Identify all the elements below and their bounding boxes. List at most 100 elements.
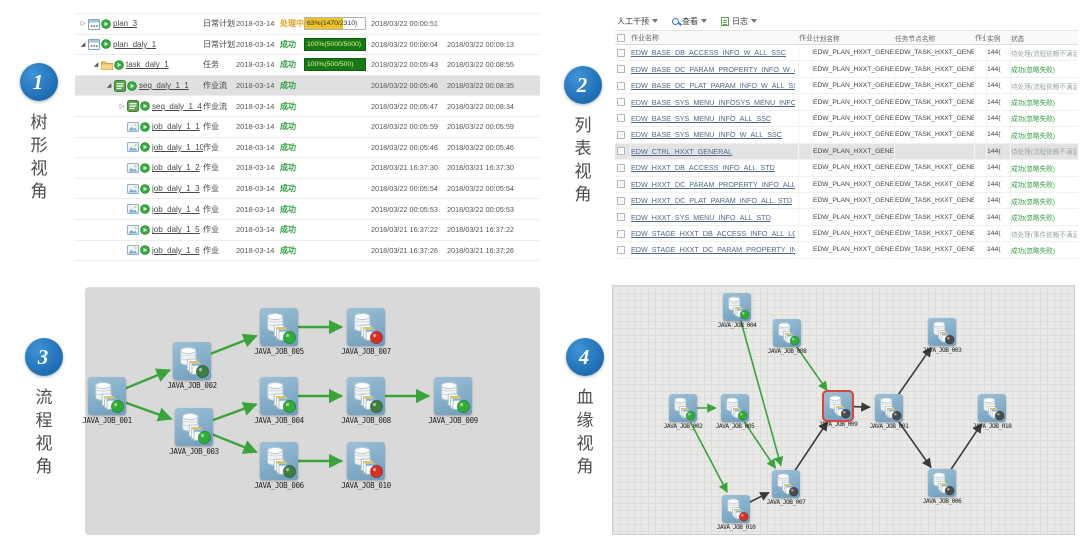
job-node-icon[interactable] <box>875 394 903 422</box>
tree-node-link[interactable]: task_daly_1 <box>126 60 169 70</box>
graph-node[interactable]: JAVA_JOB_009 <box>803 390 873 428</box>
tree-node-link[interactable]: job_daly_1_1 <box>152 122 200 132</box>
row-checkbox[interactable] <box>617 213 625 222</box>
graph-node[interactable]: JAVA_JOB_009 <box>418 377 488 425</box>
graph-node[interactable]: JAVA_JOB_008 <box>331 377 401 425</box>
tree-row[interactable]: job_daly_1_1 作业 2018-03-14 成功 2018/03/22 00:… <box>75 117 540 138</box>
toolbar-button-intervene[interactable]: 人工干预 <box>617 16 658 27</box>
table-row[interactable]: EDW_BASE_DC_PLAT_PARAM_INFO_W_ALL_SSC EDW… <box>615 77 1078 95</box>
table-row[interactable]: EDW_BASE_SYS_MENU_INFOSYS_MENU_INFO_ALL_… <box>615 94 1078 111</box>
expander-icon[interactable]: ▷ <box>119 103 125 110</box>
tree-row[interactable]: job_daly_1_4 作业 2018-03-14 成功 2018/03/22 00:… <box>75 199 540 220</box>
tree-row[interactable]: job_daly_1_2 作业 2018-03-14 成功 2018/03/21 16:… <box>75 158 540 179</box>
job-node-icon[interactable] <box>175 408 213 446</box>
job-name-link[interactable]: EDW_HXXT_SYS_MENU_INFO_ALL_STD <box>631 212 771 222</box>
table-row[interactable]: EDW_HXXT_DC_PLAT_PARAM_INFO_ALL_STD EDW_P… <box>615 192 1078 210</box>
job-node-icon[interactable] <box>260 442 298 480</box>
job-node-icon[interactable] <box>88 377 126 415</box>
table-row[interactable]: EDW_CTRL_HXXT_GENERAL EDW_PLAN_HXXT_GENER… <box>615 143 1078 161</box>
tree-node-link[interactable]: job_daly_1_5 <box>152 225 200 235</box>
graph-node[interactable]: JAVA_JOB_005 <box>244 308 314 356</box>
graph-node[interactable]: JAVA_JOB_002 <box>648 394 718 430</box>
tree-node-link[interactable]: plan_daly_1 <box>113 39 157 49</box>
tree-row[interactable]: ▷ seq_daly_1_4 作业流 2018-03-14 成功 2018/03/22 0… <box>75 96 540 117</box>
job-node-icon[interactable] <box>347 442 385 480</box>
job-node-icon[interactable] <box>772 470 800 498</box>
row-checkbox[interactable] <box>617 65 625 74</box>
expander-icon[interactable]: ◢ <box>106 83 112 90</box>
select-all-checkbox[interactable] <box>617 33 625 42</box>
graph-node[interactable]: JAVA_JOB_007 <box>331 308 401 356</box>
graph-node[interactable]: JAVA_JOB_006 <box>907 469 977 505</box>
graph-node[interactable]: JAVA_JOB_004 <box>244 377 314 425</box>
graph-node[interactable]: JAVA_JOB_001 <box>72 377 142 425</box>
graph-node[interactable]: JAVA_JOB_008 <box>752 319 822 355</box>
job-name-link[interactable]: EDW_HXXT_DC_PLAT_PARAM_INFO_ALL_STD <box>631 196 793 206</box>
expander-icon[interactable]: ◢ <box>80 41 86 48</box>
job-name-link[interactable]: EDW_BASE_SYS_MENU_INFO_ALL_SSC <box>631 113 772 123</box>
table-row[interactable]: EDW_STAGE_HXXT_DB_ACCESS_INFO_ALL_LOAD ED… <box>615 225 1078 243</box>
tree-row[interactable]: ◢ seq_daly_1_1 作业流 2018-03-14 成功 2018/03/22 0… <box>75 75 540 97</box>
tree-node-link[interactable]: job_daly_1_6 <box>152 245 200 255</box>
table-row[interactable]: EDW_BASE_DC_PARAM_PROPERTY_INFO_W_ALL_SS… <box>615 61 1078 78</box>
row-checkbox[interactable] <box>617 229 625 238</box>
toolbar-button-log[interactable]: 日志 <box>721 16 757 27</box>
job-node-icon[interactable] <box>773 319 801 347</box>
graph-node[interactable]: JAVA_JOB_004 <box>702 293 772 329</box>
job-node-icon[interactable] <box>434 377 472 415</box>
graph-node[interactable]: JAVA_JOB_002 <box>157 342 227 390</box>
job-name-link[interactable]: EDW_STAGE_HXXT_DB_ACCESS_INFO_ALL_LOAD <box>631 229 795 239</box>
job-name-link[interactable]: EDW_BASE_DB_ACCESS_INFO_W_ALL_SSC <box>631 48 786 58</box>
toolbar-button-view[interactable]: 查看 <box>672 16 707 27</box>
tree-row[interactable]: ◢ plan_daly_1 日常计划 2018-03-14 成功 100%(5000/50… <box>75 35 540 56</box>
graph-node[interactable]: JAVA_JOB_001 <box>854 394 924 430</box>
row-checkbox[interactable] <box>617 130 625 139</box>
table-row[interactable]: EDW_HXXT_DC_PARAM_PROPERTY_INFO_ALL_STD E… <box>615 176 1078 193</box>
graph-node[interactable]: JAVA_JOB_018 <box>957 394 1027 430</box>
job-node-icon[interactable] <box>722 495 750 523</box>
job-node-icon[interactable] <box>173 342 211 380</box>
job-name-link[interactable]: EDW_HXXT_DC_PARAM_PROPERTY_INFO_ALL_STD <box>631 179 795 189</box>
tree-row[interactable]: job_daly_1_6 作业 2018-03-14 成功 2018/03/21 16:… <box>75 241 540 262</box>
tree-node-link[interactable]: job_daly_1_4 <box>152 204 200 214</box>
table-row[interactable]: EDW_BASE_SYS_MENU_INFO_ALL_SSC EDW_PLAN_H… <box>615 110 1078 128</box>
job-node-icon[interactable] <box>260 377 298 415</box>
expander-icon[interactable]: ◢ <box>93 62 99 69</box>
job-node-icon[interactable] <box>669 394 697 422</box>
job-name-link[interactable]: EDW_BASE_DC_PARAM_PROPERTY_INFO_W_ALL_SS… <box>631 64 795 74</box>
job-name-link[interactable]: EDW_STAGE_HXXT_DC_PARAM_PROPERTY_INFO_AL… <box>631 245 795 255</box>
row-checkbox[interactable] <box>617 98 625 107</box>
tree-row[interactable]: ▷ plan_3 日常计划 2018-03-14 处理中 63%(1470/2310) 20… <box>75 14 540 35</box>
graph-node[interactable]: JAVA_JOB_003 <box>159 408 229 456</box>
row-checkbox[interactable] <box>617 196 625 205</box>
table-row[interactable]: EDW_STAGE_HXXT_DC_PARAM_PROPERTY_INFO_AL… <box>615 242 1078 259</box>
expander-icon[interactable]: ▷ <box>80 21 86 28</box>
graph-node[interactable]: JAVA_JOB_005 <box>700 394 770 430</box>
flow-view-canvas[interactable]: JAVA_JOB_001 JAVA_JOB_002 JAVA_JOB_003 JAVA… <box>82 287 540 535</box>
job-node-icon[interactable] <box>347 377 385 415</box>
job-name-link[interactable]: EDW_BASE_SYS_MENU_INFO_W_ALL_SSC <box>631 130 782 140</box>
graph-node[interactable]: JAVA_JOB_007 <box>751 470 821 506</box>
graph-node[interactable]: JAVA_JOB_010 <box>331 442 401 490</box>
row-checkbox[interactable] <box>617 163 625 172</box>
job-name-link[interactable]: EDW_HXXT_DB_ACCESS_INFO_ALL_STD <box>631 163 775 173</box>
row-checkbox[interactable] <box>617 81 625 90</box>
job-node-icon[interactable] <box>260 308 298 346</box>
tree-node-link[interactable]: job_daly_1_10 <box>152 142 203 152</box>
row-checkbox[interactable] <box>617 48 625 57</box>
tree-row[interactable]: job_daly_1_3 作业 2018-03-14 成功 2018/03/22 00:… <box>75 179 540 200</box>
graph-node[interactable]: JAVA_JOB_006 <box>244 442 314 490</box>
tree-node-link[interactable]: job_daly_1_2 <box>152 163 200 173</box>
tree-row[interactable]: job_daly_1_10 作业 2018-03-14 成功 2018/03/22 00… <box>75 138 540 159</box>
table-row[interactable]: EDW_BASE_SYS_MENU_INFO_W_ALL_SSC EDW_PLAN… <box>615 127 1078 144</box>
job-node-icon[interactable] <box>978 394 1006 422</box>
job-node-icon[interactable] <box>347 308 385 346</box>
job-name-link[interactable]: EDW_BASE_SYS_MENU_INFOSYS_MENU_INFO_ALL_… <box>631 97 795 107</box>
graph-node[interactable]: JAVA_JOB_003 <box>907 318 977 354</box>
table-row[interactable]: EDW_HXXT_DB_ACCESS_INFO_ALL_STD EDW_PLAN_… <box>615 160 1078 177</box>
tree-node-link[interactable]: job_daly_1_3 <box>152 184 200 194</box>
tree-node-link[interactable]: seq_daly_1_4 <box>152 101 202 111</box>
job-node-icon[interactable] <box>928 469 956 497</box>
table-row[interactable]: EDW_HXXT_SYS_MENU_INFO_ALL_STD EDW_PLAN_H… <box>615 209 1078 226</box>
job-name-link[interactable]: EDW_BASE_DC_PLAT_PARAM_INFO_W_ALL_SSC <box>631 81 795 91</box>
